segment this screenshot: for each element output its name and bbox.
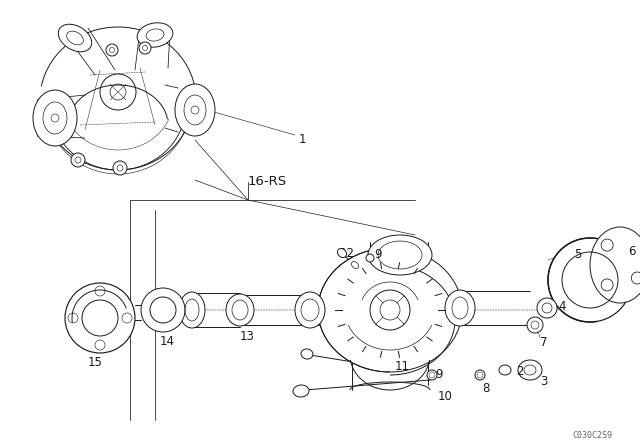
Ellipse shape [368, 235, 432, 275]
Circle shape [537, 298, 557, 318]
Ellipse shape [366, 254, 374, 262]
Ellipse shape [179, 292, 205, 328]
Text: 2: 2 [516, 365, 524, 378]
Text: 5: 5 [574, 248, 581, 261]
Ellipse shape [499, 365, 511, 375]
Circle shape [139, 42, 151, 54]
Text: 4: 4 [558, 300, 566, 313]
Text: 15: 15 [88, 356, 103, 369]
Ellipse shape [226, 294, 254, 326]
Ellipse shape [33, 90, 77, 146]
Text: 7: 7 [540, 336, 547, 349]
Ellipse shape [351, 262, 358, 268]
Text: 11: 11 [395, 360, 410, 373]
Ellipse shape [301, 349, 313, 359]
Circle shape [65, 283, 135, 353]
Circle shape [51, 114, 59, 122]
Circle shape [106, 44, 118, 56]
Ellipse shape [137, 23, 173, 47]
Text: 10: 10 [438, 390, 453, 403]
Text: C030C2S9: C030C2S9 [572, 431, 612, 440]
Text: 1: 1 [299, 133, 307, 146]
Text: 9: 9 [374, 248, 381, 261]
Circle shape [71, 153, 85, 167]
Ellipse shape [427, 370, 437, 380]
Circle shape [191, 106, 199, 114]
Text: 16-RS: 16-RS [248, 175, 287, 188]
Ellipse shape [590, 227, 640, 303]
Ellipse shape [475, 370, 485, 380]
Text: 14: 14 [160, 335, 175, 348]
Text: 9: 9 [435, 368, 442, 381]
Ellipse shape [337, 249, 346, 258]
Ellipse shape [295, 292, 325, 328]
Text: 3: 3 [540, 375, 547, 388]
Circle shape [141, 288, 185, 332]
Ellipse shape [58, 24, 92, 52]
Circle shape [527, 317, 543, 333]
Text: 6: 6 [628, 245, 636, 258]
Ellipse shape [293, 385, 309, 397]
Text: 8: 8 [482, 382, 490, 395]
Ellipse shape [445, 290, 475, 326]
Circle shape [548, 238, 632, 322]
Text: 12: 12 [340, 247, 355, 260]
Circle shape [113, 161, 127, 175]
Ellipse shape [175, 84, 215, 136]
Text: 13: 13 [240, 330, 255, 343]
Ellipse shape [318, 248, 462, 372]
